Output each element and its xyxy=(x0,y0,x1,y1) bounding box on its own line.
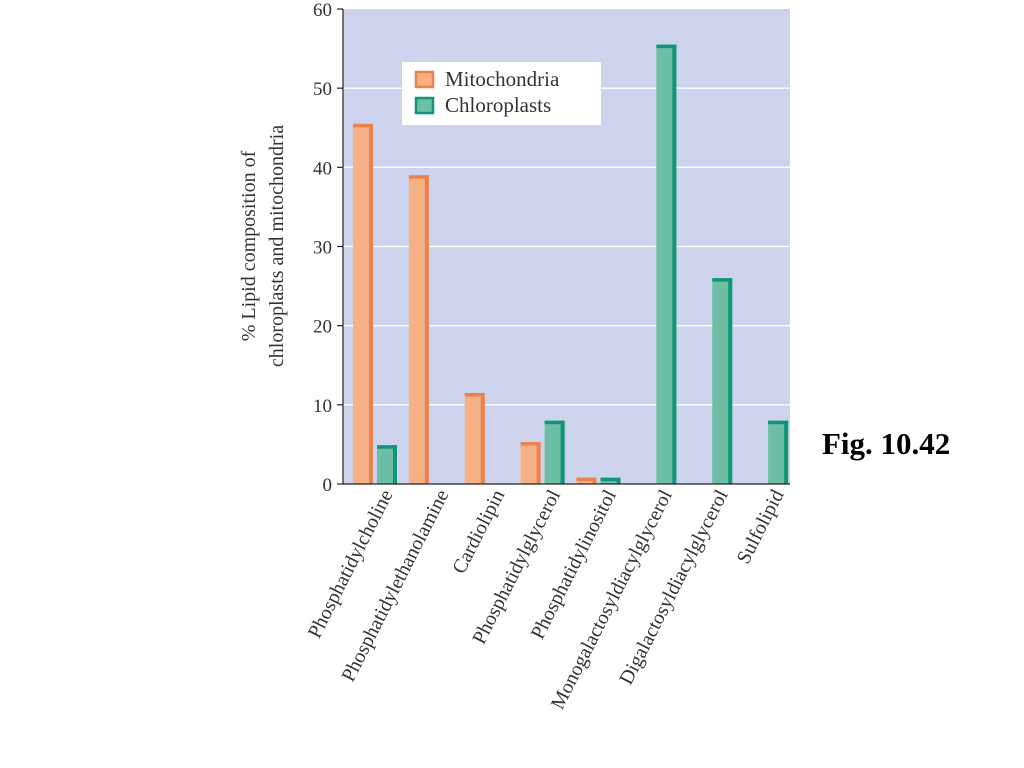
bar-edge xyxy=(536,442,541,484)
bar-top xyxy=(377,445,397,449)
bar-mitochondria xyxy=(408,175,429,484)
bar-top xyxy=(656,44,677,49)
bar-edge xyxy=(369,123,373,485)
bar-fill xyxy=(520,442,541,484)
y-tick-label: 10 xyxy=(313,396,332,417)
figure-label: Fig. 10.42 xyxy=(822,426,951,461)
y-tick-label: 60 xyxy=(313,0,332,21)
x-axis: PhosphatidylcholinePhosphatidylethanolam… xyxy=(304,483,790,713)
x-tick-label: Sulfolipid xyxy=(733,486,789,567)
bar-top xyxy=(353,123,373,128)
y-axis-label: % Lipid composition of chloroplasts and m… xyxy=(238,125,288,367)
bar-edge xyxy=(784,420,789,484)
legend-label-chloroplasts: Chloroplasts xyxy=(445,93,551,117)
bar-fill xyxy=(712,278,733,484)
legend-swatch-chloroplasts xyxy=(414,96,435,115)
bar-chloroplasts xyxy=(600,477,621,484)
bar-top xyxy=(576,477,597,482)
bar-chloroplasts xyxy=(712,278,733,484)
bar-top xyxy=(408,175,429,179)
bar-edge xyxy=(393,445,397,484)
y-axis: 0 10 20 30 40 50 60 xyxy=(313,0,344,496)
bar-fill xyxy=(408,175,429,484)
bar-fill xyxy=(656,44,677,484)
y-tick-label: 50 xyxy=(313,79,332,100)
bar-fill xyxy=(768,420,789,484)
bar-mitochondria xyxy=(520,442,541,484)
y-tick-label: 20 xyxy=(313,317,332,338)
bar-chloroplasts xyxy=(656,44,677,484)
y-tick-label: 40 xyxy=(313,158,332,179)
bar-chloroplasts xyxy=(768,420,789,484)
x-tick-label: Digalactosyldiacylglycerol xyxy=(615,486,733,688)
bar-edge xyxy=(424,175,429,484)
bar-chloroplasts xyxy=(377,445,397,484)
bar-chloroplasts xyxy=(544,420,565,484)
bar-top xyxy=(544,420,565,425)
bar-top xyxy=(600,477,621,482)
bar-edge xyxy=(728,278,733,484)
bar-edge xyxy=(672,44,677,484)
bar-fill xyxy=(377,445,397,484)
bar-fill xyxy=(353,123,373,485)
legend-label-mitochondria: Mitochondria xyxy=(445,67,560,91)
bar-top xyxy=(712,278,733,282)
bar-fill xyxy=(464,392,485,484)
y-axis-title-line: chloroplasts and mitochondria xyxy=(266,125,288,367)
bar-edge xyxy=(480,392,485,484)
bar-top xyxy=(520,442,541,446)
bar-mitochondria xyxy=(353,123,373,485)
x-tick-label: Phosphatidylethanolamine xyxy=(337,486,453,685)
y-tick-label: 30 xyxy=(313,238,332,259)
x-tick-label: Cardiolipin xyxy=(448,486,509,577)
legend-swatch-mitochondria xyxy=(414,70,435,89)
bar-edge xyxy=(560,420,565,484)
bars xyxy=(353,44,789,485)
y-tick-label: 0 xyxy=(323,475,333,496)
legend-box xyxy=(402,62,601,125)
y-axis-title-line: % Lipid composition of xyxy=(238,150,260,341)
bar-top xyxy=(464,392,485,397)
bar-top xyxy=(768,420,789,425)
bar-fill xyxy=(544,420,565,484)
bar-mitochondria xyxy=(464,392,485,484)
bar-mitochondria xyxy=(576,477,597,484)
